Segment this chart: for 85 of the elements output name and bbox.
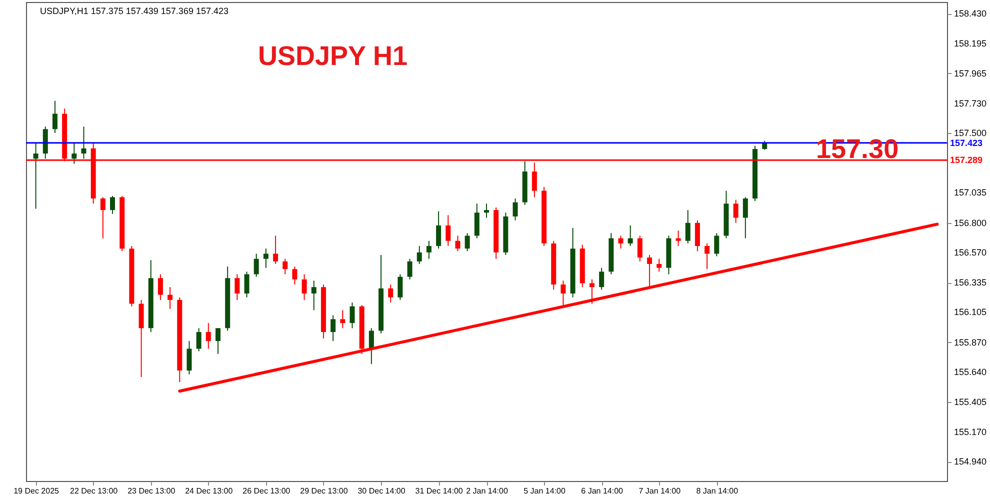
candlestick (110, 195, 116, 214)
candlestick (350, 302, 355, 329)
candlestick (560, 280, 566, 306)
candlestick (628, 224, 633, 246)
candlestick (398, 274, 403, 300)
y-tick-label: 156.335 (954, 278, 987, 288)
y-tick-label: 157.730 (954, 98, 987, 108)
candlestick (244, 271, 250, 298)
candlestick (464, 232, 470, 252)
candlestick (72, 142, 77, 164)
candlestick (714, 232, 720, 257)
y-tick-label: 155.170 (954, 427, 987, 438)
candlestick (455, 235, 460, 252)
candlestick (292, 266, 298, 286)
y-tick-label: 156.105 (954, 307, 987, 318)
y-tick-label: 157.965 (954, 68, 987, 78)
x-tick-label: 2 Jan 14:00 (466, 486, 508, 496)
candlestick (254, 253, 259, 278)
x-tick-label: 19 Dec 2025 (14, 486, 60, 496)
candlestick (100, 196, 106, 239)
candlestick (618, 235, 624, 250)
candlestick (186, 340, 192, 375)
candlestick (436, 210, 442, 250)
text: USDJPY H1 (258, 41, 408, 71)
candlestick (512, 198, 518, 221)
candlestick (407, 258, 412, 280)
y-tick-label: 155.405 (954, 397, 987, 408)
candlestick (474, 203, 480, 239)
candlestick (330, 314, 336, 342)
y-tick-label: 154.940 (954, 456, 987, 467)
y-tick-label: 156.800 (954, 218, 987, 228)
candlestick (168, 286, 173, 310)
candlestick (158, 274, 163, 300)
y-tick-label: 156.570 (954, 247, 987, 258)
candlestick (647, 254, 652, 289)
x-tick-label: 22 Dec 13:00 (70, 486, 118, 496)
candlestick (446, 214, 451, 246)
candlestick (234, 274, 240, 300)
candlestick (311, 280, 316, 311)
x-tick-label: 26 Dec 13:00 (242, 486, 291, 496)
candlestick (676, 230, 681, 246)
candlestick (426, 240, 432, 260)
y-tick-label: 157.500 (954, 128, 987, 138)
x-tick-label: 8 Jan 14:00 (696, 486, 739, 496)
candlestick (81, 126, 86, 160)
candlestick (302, 274, 307, 300)
candlestick (340, 310, 346, 329)
candlestick (589, 278, 594, 304)
ref-line-label: 157.423 (950, 138, 983, 148)
x-tick-label: 29 Dec 13:00 (300, 486, 348, 496)
y-tick-label: 157.035 (954, 188, 987, 198)
candlestick (388, 284, 394, 303)
x-tick-label: 31 Dec 14:00 (415, 486, 464, 496)
y-tick-label: 158.430 (954, 8, 987, 19)
candlestick (282, 258, 288, 275)
y-tick-label: 158.195 (954, 38, 987, 49)
candlestick (656, 258, 662, 272)
x-tick-label: 5 Jan 14:00 (524, 486, 566, 496)
candlestick (196, 328, 202, 352)
x-tick-label: 30 Dec 14:00 (358, 486, 406, 496)
y-tick-label: 155.870 (954, 337, 987, 348)
x-tick-label: 23 Dec 13:00 (128, 486, 176, 496)
x-tick-label: 6 Jan 14:00 (581, 486, 624, 496)
y-tick-label: 155.640 (954, 366, 987, 377)
annotation: USDJPY,H1 157.375 157.439 157.369 157.423 (40, 6, 228, 16)
candlestick (694, 220, 700, 252)
ref-line-label: 157.289 (950, 155, 983, 166)
candlestick (263, 248, 268, 268)
candlestick (733, 199, 738, 224)
candlestick (599, 267, 604, 290)
candlestick (206, 322, 211, 350)
candlestick (215, 328, 220, 354)
candlestick (637, 235, 642, 262)
x-tick-label: 24 Dec 13:00 (185, 486, 234, 496)
candlestick (52, 100, 58, 134)
candlestick (685, 210, 690, 244)
candlestick (704, 242, 710, 270)
candlestick (273, 235, 278, 264)
candlestick (416, 245, 422, 264)
x-tick-label: 7 Jan 14:00 (638, 486, 682, 496)
candlestick (742, 196, 748, 239)
candlestick (368, 328, 374, 365)
candlestick (33, 142, 38, 210)
annotation: 157.30 (816, 134, 899, 164)
candlestick (484, 203, 489, 218)
